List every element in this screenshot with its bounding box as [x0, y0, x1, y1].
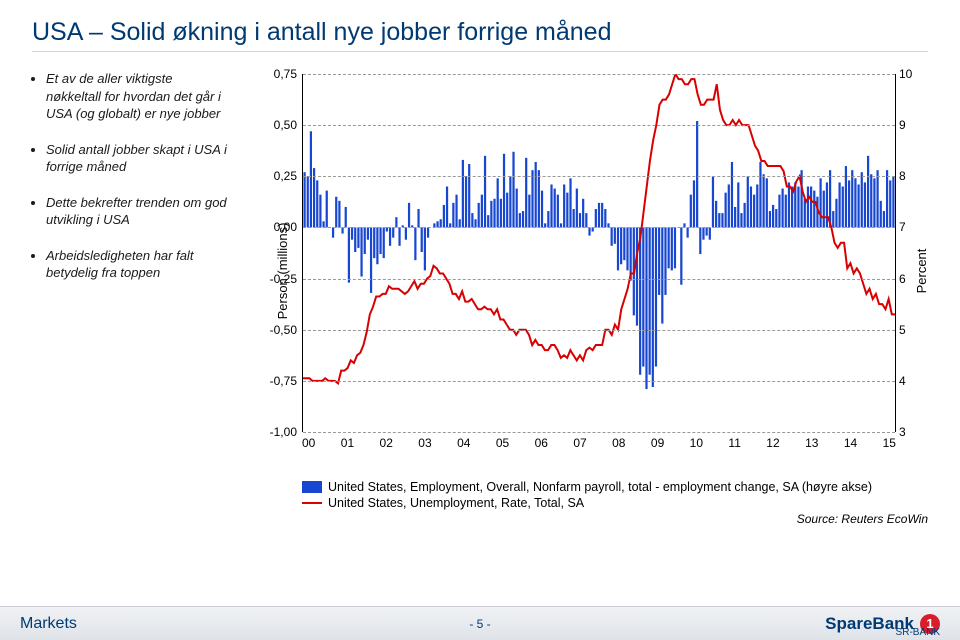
x-tick: 03 [418, 436, 431, 452]
y-left-tick: -0,50 [255, 323, 297, 337]
x-tick: 06 [535, 436, 548, 452]
x-tick: 07 [573, 436, 586, 452]
bullet-list: Et av de aller viktigste nøkkeltall for … [32, 66, 230, 526]
y-left-tick: -0,25 [255, 272, 297, 286]
line-series [303, 74, 895, 432]
legend-line-swatch [302, 502, 322, 504]
source-label: Source: Reuters EcoWin [248, 512, 928, 526]
legend-bar-swatch [302, 481, 322, 493]
y-right-tick: 10 [899, 67, 923, 81]
y-left-tick: 0,25 [255, 169, 297, 183]
x-tick: 09 [651, 436, 664, 452]
bullet-item: Dette bekrefter trenden om god utvikling… [46, 194, 230, 229]
y-left-tick: 0,75 [255, 67, 297, 81]
y-right-tick: 8 [899, 169, 923, 183]
y-right-tick: 5 [899, 323, 923, 337]
title-rule [32, 51, 928, 52]
x-tick: 15 [883, 436, 896, 452]
x-tick: 12 [766, 436, 779, 452]
footer: Markets - 5 - SpareBank 1 SR-BANK [0, 606, 960, 640]
x-tick: 02 [380, 436, 393, 452]
x-tick: 00 [302, 436, 315, 452]
plot-area: 0,750,500,250,00-0,25-0,50-0,75-1,001098… [302, 74, 896, 432]
x-axis: 00 01 02 03 04 05 06 07 08 09 10 11 12 13 14 15 [302, 436, 896, 452]
y-right-tick: 6 [899, 272, 923, 286]
page-title: USA – Solid økning i antall nye jobber f… [32, 18, 928, 47]
y-left-tick: 0,00 [255, 220, 297, 234]
x-tick: 11 [728, 436, 740, 452]
y-right-tick: 3 [899, 425, 923, 439]
y-right-tick: 4 [899, 374, 923, 388]
y-left-tick: -0,75 [255, 374, 297, 388]
x-tick: 08 [612, 436, 625, 452]
bullet-item: Solid antall jobber skapt i USA i forrig… [46, 141, 230, 176]
y-right-tick: 7 [899, 220, 923, 234]
x-tick: 13 [805, 436, 818, 452]
x-tick: 05 [496, 436, 509, 452]
brand-sub: SR-BANK [896, 627, 940, 638]
bullet-item: Et av de aller viktigste nøkkeltall for … [46, 70, 230, 123]
footer-left: Markets [20, 615, 77, 633]
y-left-tick: 0,50 [255, 118, 297, 132]
legend-line-label: United States, Unemployment, Rate, Total… [328, 496, 584, 510]
x-tick: 10 [690, 436, 703, 452]
x-tick: 14 [844, 436, 857, 452]
x-tick: 04 [457, 436, 470, 452]
y-right-tick: 9 [899, 118, 923, 132]
bullet-item: Arbeidsledigheten har falt betydelig fra… [46, 247, 230, 282]
x-tick: 01 [341, 436, 354, 452]
footer-page-number: - 5 - [469, 617, 490, 631]
legend-bar-label: United States, Employment, Overall, Nonf… [328, 480, 872, 494]
chart-container: Person (millions) Percent 0,750,500,250,… [248, 66, 928, 526]
y-left-tick: -1,00 [255, 425, 297, 439]
legend: United States, Employment, Overall, Nonf… [302, 480, 928, 510]
